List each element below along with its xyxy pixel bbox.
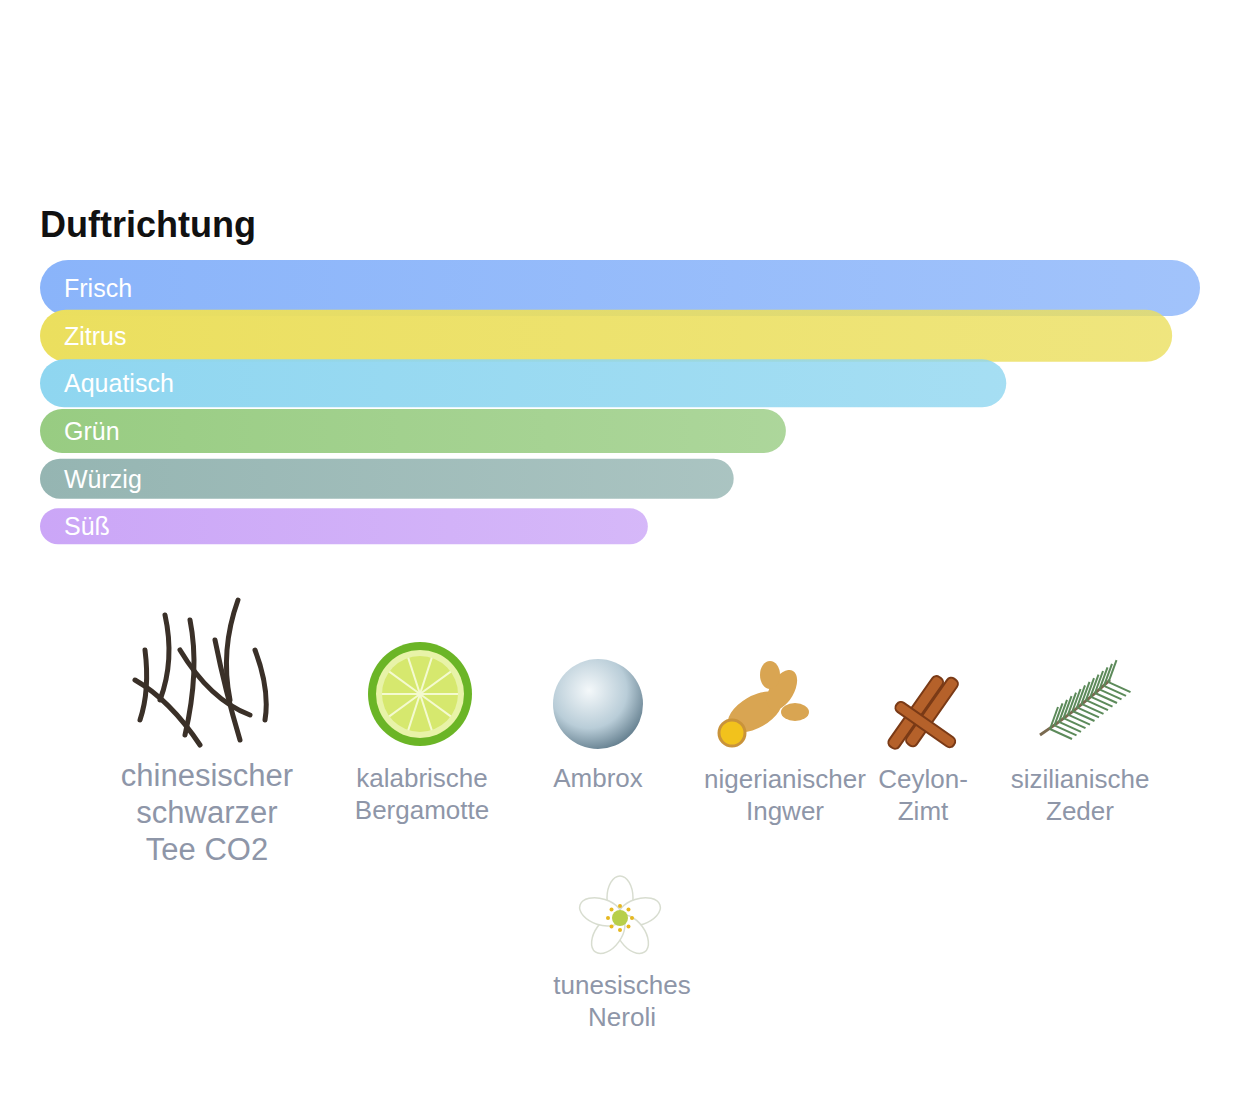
- html-text:tunesisches Neroli: tunesisches Neroli: [553, 970, 691, 1032]
- html-text:Duftrichtung: Duftrichtung: [40, 204, 256, 245]
- svg-text:Aquatisch: Aquatisch: [64, 369, 174, 397]
- svg-text:Frisch: Frisch: [64, 274, 132, 302]
- html-text:chinesischer schwarzer Tee CO2: chinesischer schwarzer Tee CO2: [120, 758, 294, 867]
- svg-text:Grün: Grün: [64, 417, 120, 445]
- html-text:Ambrox: Ambrox: [553, 763, 643, 793]
- html-text:nigerianischer Ingwer: nigerianischer Ingwer: [704, 764, 866, 826]
- svg-text:Würzig: Würzig: [64, 465, 142, 493]
- html-text:sizilianische Zeder: sizilianische Zeder: [1010, 764, 1150, 826]
- svg-text:Süß: Süß: [64, 512, 110, 540]
- svg-text:Zitrus: Zitrus: [64, 322, 127, 350]
- html-text:kalabrische Bergamotte: kalabrische Bergamotte: [354, 763, 490, 825]
- html-text:Ceylon-Zimt: Ceylon-Zimt: [878, 764, 968, 826]
